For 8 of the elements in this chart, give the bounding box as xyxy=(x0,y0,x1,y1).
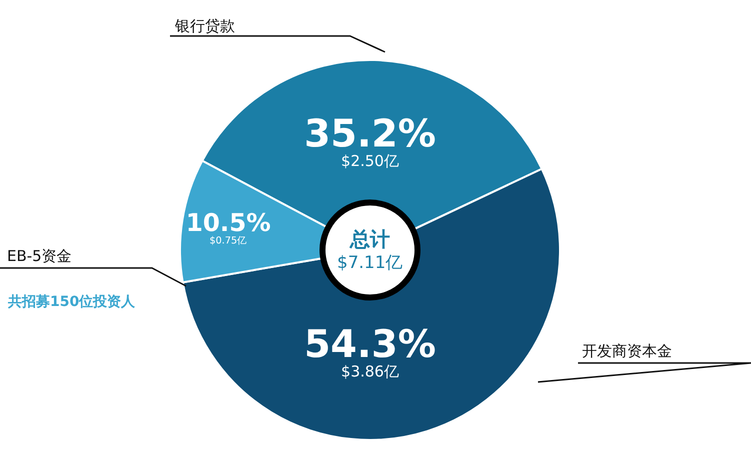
text: 共招募150位投资人 xyxy=(7,294,136,310)
data-label: 10.5% $0.75亿 xyxy=(186,208,271,247)
slice-label: 开发商资本金 xyxy=(582,342,672,360)
slice-label: 银行贷款 xyxy=(174,17,235,35)
slice-label: EB-5资金 xyxy=(7,247,72,265)
data-label: 35.2% $2.50亿 xyxy=(304,112,436,170)
text: 总计 $7.11亿 xyxy=(337,227,403,274)
data-label: 54.3% $3.86亿 xyxy=(304,322,436,381)
